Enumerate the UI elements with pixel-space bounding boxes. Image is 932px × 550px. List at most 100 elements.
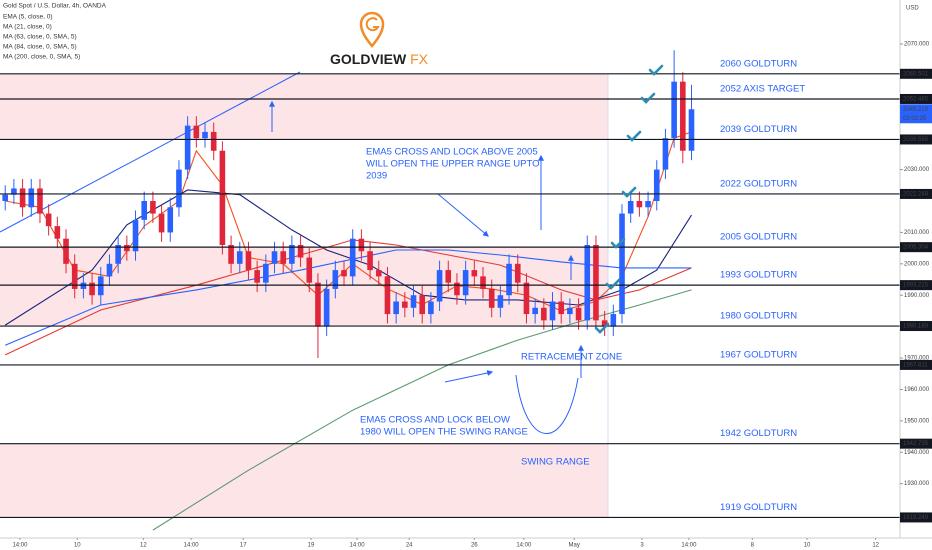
check [605,278,621,290]
ma-line [4,249,692,346]
level-price-label: 2022.248 [903,192,929,198]
arrow [444,370,494,383]
last-price-box [900,104,932,124]
candle-body [662,138,669,170]
level-price-box [900,134,932,145]
level-label: 2052 AXIS TARGET [720,83,805,94]
y-tick-label: 1940.000 [904,450,930,456]
legend-entry: MA (21, close, 0) [3,24,52,31]
currency-label: USD [906,6,919,12]
y-tick-label: 1960.000 [904,387,930,393]
annotation: WILL OPEN THE UPPER RANGE UPTO [366,159,540,170]
candle-body [584,244,591,321]
level-price-label: 2039.595 [903,137,929,143]
level-price-label: 1967.811 [903,362,928,368]
level-label: 2060 GOLDTURN [720,58,797,69]
annotation: EMA5 CROSS AND LOCK BELOW [360,415,510,426]
candle-body [671,81,677,139]
candle-body [228,244,234,264]
check [648,64,664,76]
candle-body [523,282,530,315]
annotation: 1980 WILL OPEN THE SWING RANGE [360,427,528,438]
candle-body [202,131,208,139]
candle-body [167,207,174,233]
candle-body [653,169,660,202]
candle-body [280,251,287,264]
level-label: 1942 GOLDTURN [720,428,797,439]
candle-body [471,270,478,277]
candle-body [141,201,148,220]
level-price-label: 1919.249 [903,515,929,521]
x-tick-label: 14:00 [516,543,532,549]
last-price-label: 2049.210 [903,107,929,113]
candle-body [402,301,408,308]
candle-body [54,226,61,239]
candle-body [593,244,599,321]
level-price-box [900,438,932,449]
level-price-label: 1942.735 [903,441,929,447]
candle-body [384,276,391,315]
annotation: 2039 [366,171,387,182]
y-tick-label: 1990.000 [904,293,930,299]
candle-body [124,244,130,252]
candle-body [419,295,426,315]
candle-body [184,125,191,170]
candle-body [315,282,321,327]
y-tick-label: 2030.000 [904,167,930,173]
candle-body [358,238,365,252]
logo-suffix: FX [410,51,429,67]
level-price-label: 2005.304 [903,245,929,251]
x-tick-label: 12 [140,543,147,549]
legend: Gold Spot / U.S. Dollar, 4h, OANDA EMA (… [3,3,107,61]
candle-body [480,276,486,289]
level-price-box [900,321,932,332]
candle-body [210,131,217,151]
level-price-box [900,359,932,370]
level-price-box [900,93,932,104]
candle-body [393,301,399,315]
candle-body [63,238,69,264]
annotations: EMA5 CROSS AND LOCK ABOVE 2005 WILL OPEN… [360,147,622,468]
y-tick-label: 1970.000 [904,356,930,362]
legend-entry: MA (63, close, 0, SMA, 5) [3,34,77,41]
candle-body [2,194,9,202]
candle-body [497,295,504,308]
x-tick-label: 26 [471,543,478,549]
candle-body [150,201,156,214]
y-tick-label: 1930.000 [904,481,930,487]
candle-body [680,81,686,151]
candle-body [176,169,182,208]
x-tick-label: 10 [74,543,81,549]
candle-body [332,270,339,289]
candle-body [19,188,26,208]
candle-body [45,213,52,227]
candle-body [11,188,17,195]
logo-pin [359,11,385,48]
candle-body [619,213,625,315]
x-tick-label: 14:00 [184,543,200,549]
candle-body [219,150,226,245]
candle-body [245,251,252,271]
level-price-box [900,188,932,199]
chart-title: Gold Spot / U.S. Dollar, 4h, OANDA [3,3,107,10]
candle-body [428,301,434,315]
candle-body [28,188,35,208]
legend-entry: MA (200, close, 0, SMA, 5) [3,54,80,61]
x-tick-label: 8 [751,543,755,549]
candle-body [80,282,87,289]
candle-body [341,270,347,277]
checkmarks [594,64,664,334]
candle-body [132,219,139,252]
candle-body [115,244,121,264]
logo: GOLDVIEW FX [330,11,429,67]
level-price-label: 1993.215 [903,283,929,289]
level-price-label: 2060.501 [903,71,929,77]
level-label: 1919 GOLDTURN [720,502,797,513]
level-price-label: 1980.189 [903,324,929,330]
x-tick-label: 24 [406,543,413,549]
candle-body [454,282,460,296]
candle-body [236,251,243,264]
candle-body [627,201,634,214]
candle-body [506,263,512,296]
